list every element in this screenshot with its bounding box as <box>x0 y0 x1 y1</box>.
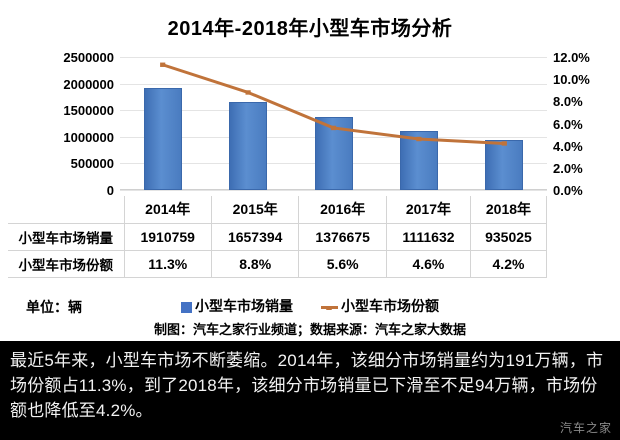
chart-legend: 小型车市场销量 小型车市场份额 <box>0 296 620 316</box>
line-marker-2016年 <box>330 125 337 131</box>
y-axis-right-tick: 12.0% <box>553 50 590 65</box>
table-cell: 4.6% <box>385 249 471 278</box>
gridline <box>120 57 547 58</box>
y-axis-left-tick: 1000000 <box>63 129 114 145</box>
table-col-header: 2014年 <box>123 196 212 224</box>
y-axis-left-tick: 500000 <box>70 156 114 172</box>
table-col-header: 2015年 <box>210 196 300 224</box>
y-axis-left-tick: 1500000 <box>63 103 114 119</box>
gridline <box>120 190 547 191</box>
y-axis-right-tick: 8.0% <box>553 94 583 110</box>
line-marker-2018年 <box>501 141 507 146</box>
line-path <box>161 63 506 145</box>
y-axis-left-tick: 2000000 <box>63 76 114 92</box>
bar-2015年 <box>229 101 268 190</box>
table-cell: 8.8% <box>210 249 300 278</box>
y-axis-right-tick: 2.0% <box>553 160 583 176</box>
legend-label-share: 小型车市场份额 <box>341 298 439 314</box>
table-cell: 935025 <box>469 222 548 251</box>
table-row-label: 小型车市场销量 <box>8 222 125 251</box>
bar-2014年 <box>143 88 182 190</box>
y-axis-right-tick: 4.0% <box>553 138 583 154</box>
bar-swatch-icon <box>181 301 192 313</box>
table-corner-cell <box>8 196 124 223</box>
line-swatch-icon <box>321 305 338 310</box>
table-cell: 1910759 <box>123 222 212 251</box>
unit-label: 单位：辆 <box>26 299 82 315</box>
y-axis-right-tick: 6.0% <box>553 116 583 132</box>
chart-title: 2014年-2018年小型车市场分析 <box>167 18 453 40</box>
legend-item-share[interactable]: 小型车市场份额 <box>321 296 439 316</box>
line-marker-2015年 <box>245 90 251 95</box>
plot-area <box>120 57 547 191</box>
caption-text: 最近5年来，小型车市场不断萎缩。2014年，该细分市场销量约为191万辆，市场份… <box>10 351 604 420</box>
table-cell: 4.2% <box>469 249 548 278</box>
table-row-label: 小型车市场份额 <box>8 249 125 278</box>
chart-panel: 2014年-2018年小型车市场分析 0 500000 1000000 1500000… <box>63 18 590 198</box>
legend-label-sales: 小型车市场销量 <box>195 298 293 314</box>
gridline <box>120 110 547 112</box>
table-cell: 5.6% <box>298 249 387 278</box>
credit-line: 制图：汽车之家行业频道；数据来源：汽车之家大数据 <box>153 322 466 337</box>
line-marker-2017年 <box>416 136 422 142</box>
y-axis-left-tick: 0 <box>106 183 114 198</box>
table-col-header: 2017年 <box>385 196 471 224</box>
table-cell: 1657394 <box>210 222 300 251</box>
bar-2018年 <box>485 140 524 190</box>
gridline <box>120 83 547 85</box>
y-axis-right-tick: 10.0% <box>553 72 590 88</box>
data-table: 2014年 2015年 2016年 2017年 2018年 小型车市场销量 1910759 1… <box>8 196 548 278</box>
table-col-header: 2016年 <box>298 196 387 224</box>
table-row: 小型车市场销量 1910759 1657394 1376675 1111632 93502… <box>8 222 548 251</box>
y-axis-left-tick: 2500000 <box>63 50 114 65</box>
watermark: 汽车之家 <box>559 421 612 435</box>
caption-band: 最近5年来，小型车市场不断萎缩。2014年，该细分市场销量约为191万辆，市场份… <box>0 341 620 440</box>
share-line-series <box>160 62 507 146</box>
table-col-header: 2018年 <box>469 196 548 224</box>
table-header-row: 2014年 2015年 2016年 2017年 2018年 <box>8 196 548 224</box>
table-cell: 1376675 <box>298 222 387 251</box>
table-row: 小型车市场份额 11.3% 8.8% 5.6% 4.6% 4.2% <box>8 249 548 278</box>
line-marker-2014年 <box>160 62 166 67</box>
table-cell: 11.3% <box>123 249 212 278</box>
legend-item-sales[interactable]: 小型车市场销量 <box>181 296 293 316</box>
y-axis-right-tick: 0.0% <box>553 183 583 198</box>
table-cell: 1111632 <box>385 222 471 251</box>
